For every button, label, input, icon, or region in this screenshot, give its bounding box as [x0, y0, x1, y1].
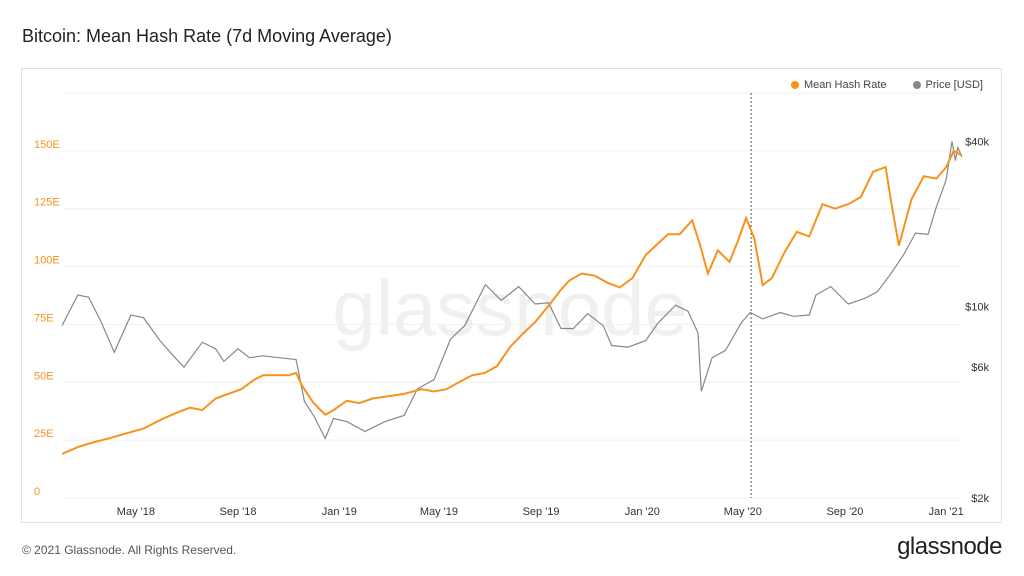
legend-dot-hash-rate	[790, 81, 799, 89]
chart-legend: Mean Hash Rate Price [USD]	[790, 79, 983, 91]
chart-panel: Mean Hash Rate Price [USD]	[21, 68, 1002, 523]
page-title: Bitcoin: Mean Hash Rate (7d Moving Avera…	[22, 26, 392, 46]
legend-dot-price	[912, 81, 921, 89]
legend-item-price[interactable]: Price [USD]	[912, 79, 983, 91]
legend-item-hash-rate[interactable]: Mean Hash Rate	[790, 79, 887, 91]
legend-label-price: Price [USD]	[925, 79, 983, 91]
legend-label-hash-rate: Mean Hash Rate	[803, 79, 887, 91]
copyright-text: © 2021 Glassnode. All Rights Reserved.	[22, 543, 237, 557]
glassnode-logo[interactable]: glassnode	[897, 533, 1002, 560]
